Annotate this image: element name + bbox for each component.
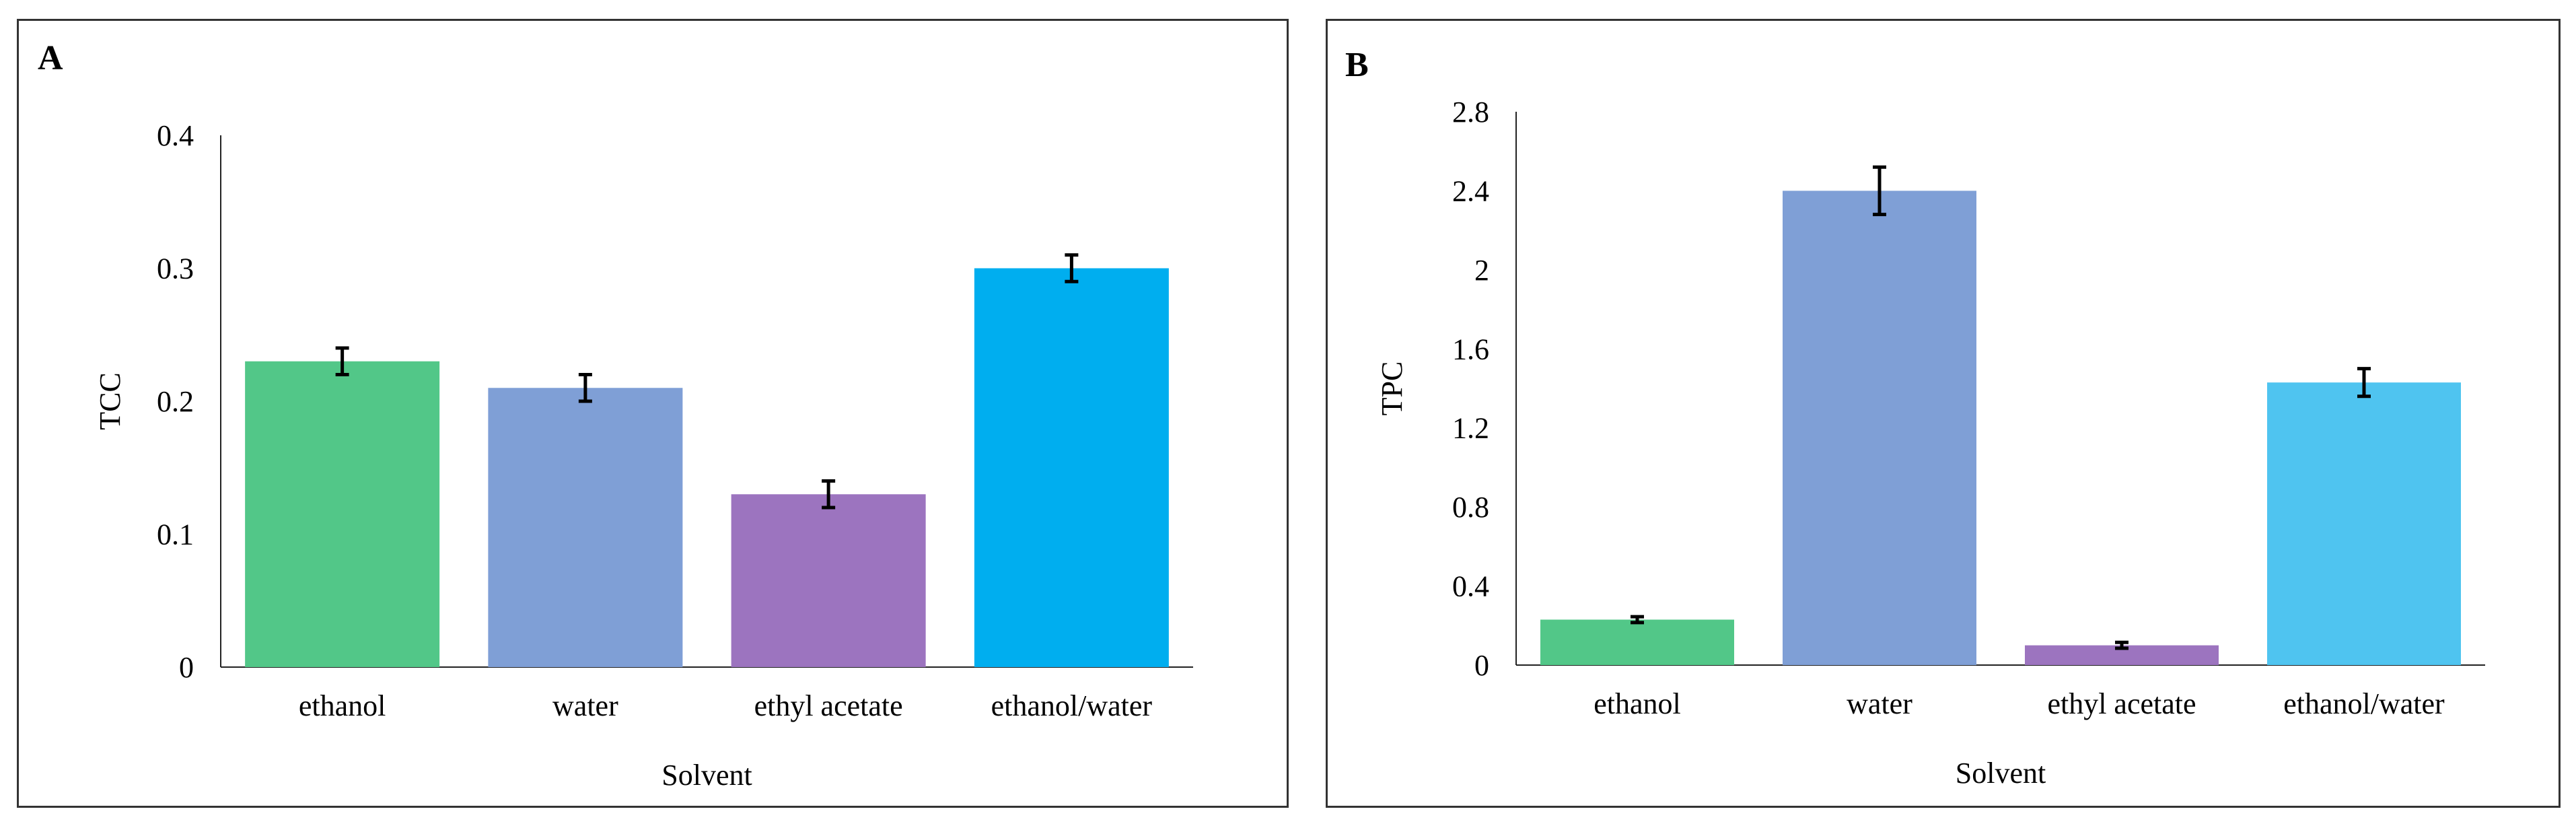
y-tick-label: 0.3 xyxy=(157,252,194,285)
bar xyxy=(731,494,926,667)
bar xyxy=(245,361,440,667)
chart-a: A 0 0.1 0.2 0.3 0.4 ethanol water ethyl acetate e… xyxy=(38,39,1193,792)
x-tick-label: ethyl acetate xyxy=(754,689,903,722)
panel-label: A xyxy=(38,39,63,77)
y-axis-title: TCC xyxy=(94,372,127,430)
x-tick-label: water xyxy=(1847,687,1912,720)
y-tick-label: 0.1 xyxy=(157,518,194,551)
y-tick-label: 0.4 xyxy=(1452,570,1489,603)
bar xyxy=(974,268,1169,667)
y-tick-label: 0 xyxy=(1474,649,1489,682)
panel-a: A 0 0.1 0.2 0.3 0.4 ethanol water ethyl acetate e… xyxy=(17,19,1289,808)
x-tick-label: ethanol/water xyxy=(991,689,1153,722)
y-tick-label: 2 xyxy=(1474,254,1489,287)
x-tick-label: ethanol xyxy=(299,689,386,722)
x-tick-label: ethanol xyxy=(1594,687,1681,720)
x-axis-title: Solvent xyxy=(661,759,752,792)
panel-b: B 0 0.4 0.8 1.2 1.6 2 2.4 2.8 ethanol water ethyl a… xyxy=(1326,19,2561,808)
chart-b: B 0 0.4 0.8 1.2 1.6 2 2.4 2.8 ethanol water ethyl a… xyxy=(1345,46,2485,790)
x-tick-label: water xyxy=(552,689,618,722)
y-tick-label: 0 xyxy=(179,651,194,684)
bar xyxy=(1783,191,1976,665)
panel-label: B xyxy=(1345,46,1369,84)
y-tick-label: 0.2 xyxy=(157,385,194,418)
bar xyxy=(488,388,683,667)
y-tick-label: 2.8 xyxy=(1452,96,1489,129)
y-tick-label: 0.4 xyxy=(157,119,194,152)
x-tick-label: ethanol/water xyxy=(2283,687,2445,720)
bar xyxy=(1540,619,1734,665)
y-tick-label: 1.6 xyxy=(1452,333,1489,366)
y-tick-label: 0.8 xyxy=(1452,491,1489,524)
bar xyxy=(2267,382,2461,665)
x-tick-label: ethyl acetate xyxy=(2047,687,2196,720)
x-axis-title: Solvent xyxy=(1956,757,2046,790)
y-axis-title: TPC xyxy=(1375,361,1408,416)
y-tick-label: 1.2 xyxy=(1452,412,1489,445)
y-tick-label: 2.4 xyxy=(1452,174,1489,207)
